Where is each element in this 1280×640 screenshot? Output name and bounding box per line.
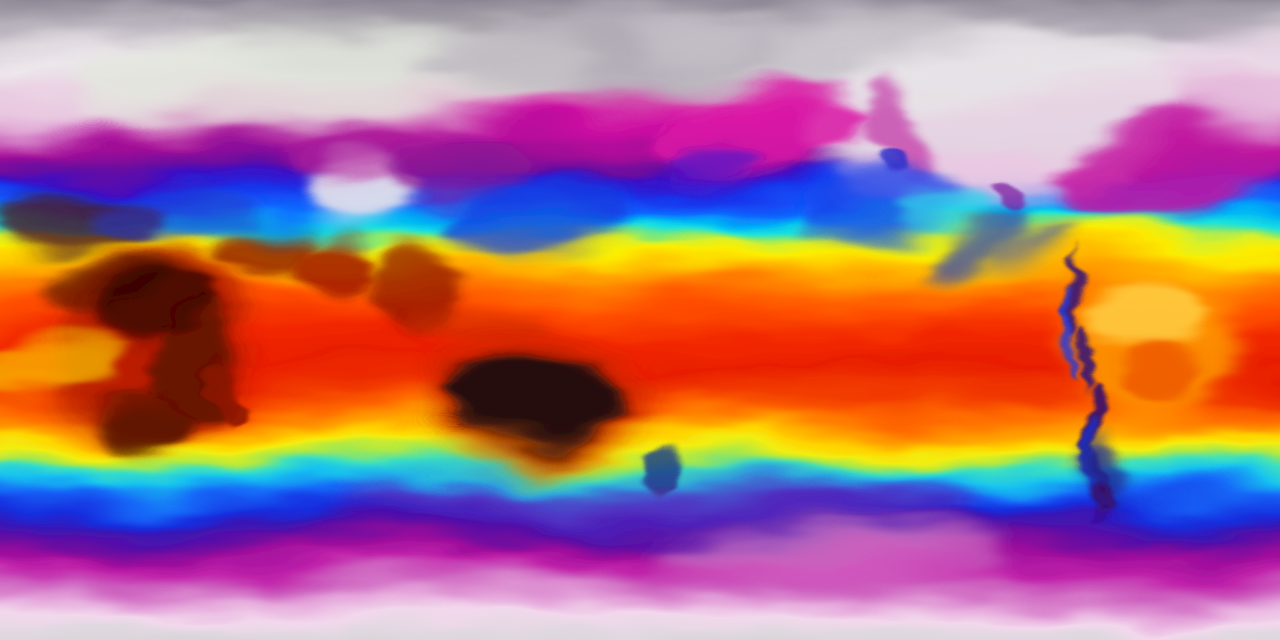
region-arabia-hot <box>207 220 317 276</box>
region-florida-purple <box>992 186 1020 222</box>
region-brazil-hot-patch <box>1118 343 1202 401</box>
region-nafrica-blue-mix <box>80 184 250 242</box>
region-indonesia-warm <box>410 313 540 347</box>
region-new-zealand-cool <box>636 448 676 492</box>
regional-anomalies-layer <box>0 9 1280 574</box>
region-amazon-yellow <box>1092 278 1208 346</box>
region-india-hot <box>298 230 382 302</box>
region-ne-pacific-eddy <box>873 159 903 185</box>
region-patagonia-cold <box>1079 434 1125 510</box>
region-antarctic-pink-swirls <box>640 526 1000 574</box>
region-east-asia-blue <box>451 174 639 256</box>
region-australia-scorch <box>449 352 613 450</box>
region-madagascar-hot <box>214 359 242 413</box>
region-greenland-pale <box>1163 37 1280 133</box>
region-npacific-violet-core <box>665 141 761 179</box>
region-south-africa-scorch <box>104 387 192 449</box>
region-indochina-hot <box>377 240 463 344</box>
region-tierra-del-fuego <box>1081 491 1107 523</box>
region-caribbean-blue <box>987 240 1077 264</box>
region-satlantic-yellow-tongue <box>0 338 123 394</box>
region-andes-coast-blue <box>1064 287 1076 383</box>
region-china-cold-purple <box>397 131 539 205</box>
region-atlantic-magenta <box>1048 107 1280 229</box>
region-gulf-of-mexico-cyan <box>890 198 986 238</box>
region-andes-ridge-mid <box>1076 321 1092 393</box>
region-central-america-blue <box>917 220 1027 274</box>
region-southern-ocean-purple <box>340 483 980 527</box>
